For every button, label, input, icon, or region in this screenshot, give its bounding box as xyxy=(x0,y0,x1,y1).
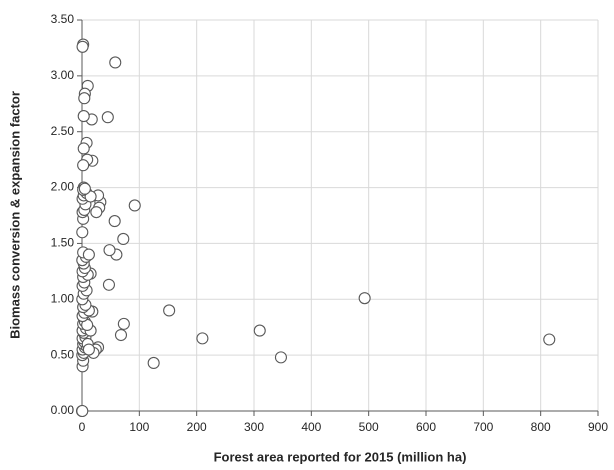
x-tick-label: 200 xyxy=(187,420,207,434)
point xyxy=(82,343,95,356)
y-tick-label: 1.50 xyxy=(51,236,75,250)
y-tick-label: 3.50 xyxy=(51,12,75,26)
x-tick-label: 0 xyxy=(79,420,86,434)
x-tick-label: 100 xyxy=(129,420,149,434)
y-tick-label: 3.00 xyxy=(51,68,75,82)
point xyxy=(77,110,90,123)
y-tick-label: 0.50 xyxy=(51,347,75,361)
point xyxy=(358,292,371,305)
x-tick-label: 300 xyxy=(244,420,264,434)
point xyxy=(109,56,122,69)
x-axis-title: Forest area reported for 2015 (million h… xyxy=(214,449,467,464)
point xyxy=(82,248,95,261)
y-tick-label: 2.50 xyxy=(51,124,75,138)
point xyxy=(147,356,160,370)
point xyxy=(274,351,287,364)
x-tick-label: 700 xyxy=(473,420,493,434)
point xyxy=(253,324,266,337)
point xyxy=(117,317,130,330)
point xyxy=(114,328,128,342)
x-tick-label: 800 xyxy=(531,420,551,434)
point xyxy=(76,404,89,418)
point xyxy=(128,199,141,212)
point xyxy=(76,226,89,239)
x-tick-label: 500 xyxy=(359,420,379,434)
point xyxy=(77,159,90,172)
point xyxy=(76,40,89,53)
y-tick-label: 1.00 xyxy=(51,291,75,305)
x-tick-label: 900 xyxy=(588,420,608,434)
point xyxy=(77,142,90,155)
point xyxy=(90,206,103,219)
x-tick-label: 600 xyxy=(416,420,436,434)
point xyxy=(196,332,209,345)
point xyxy=(78,182,91,195)
point xyxy=(78,92,91,105)
y-tick-label: 0.00 xyxy=(51,403,75,417)
point xyxy=(543,333,556,346)
point xyxy=(163,304,176,317)
y-tick-label: 2.00 xyxy=(51,180,75,194)
point xyxy=(103,244,116,257)
point xyxy=(117,232,130,246)
point xyxy=(108,215,121,228)
x-tick-label: 400 xyxy=(301,420,321,434)
point xyxy=(102,278,115,291)
point xyxy=(101,111,114,124)
y-axis-title: Biomass conversion & expansion factor xyxy=(7,91,22,339)
